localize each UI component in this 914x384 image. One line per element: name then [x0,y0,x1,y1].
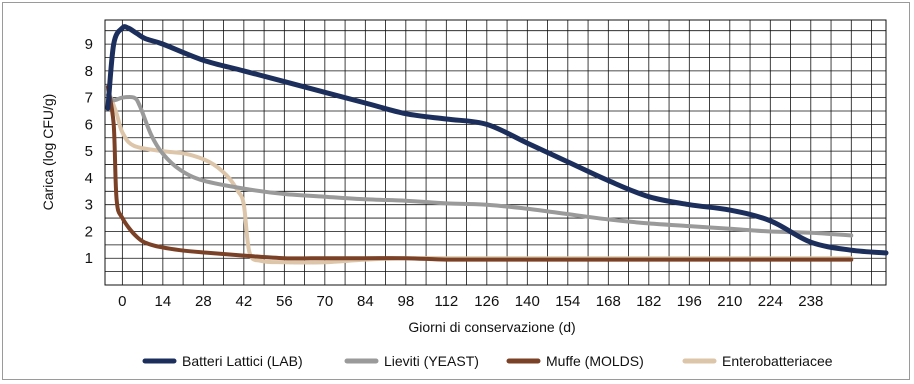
x-tick-label: 182 [636,293,661,310]
x-tick-label: 0 [118,293,126,310]
y-axis-label: Carica (log CFU/g) [40,94,56,211]
series-line-muffe-molds [108,87,851,260]
series-line-enterobatteriacee [108,90,851,263]
y-tick-label: 5 [85,143,93,160]
x-axis-label: Giorni di conservazione (d) [408,319,575,335]
legend: Batteri Lattici (LAB) Lieviti (YEAST) Muff… [145,353,833,369]
y-tick-label: 2 [85,223,93,240]
x-tick-label: 140 [515,293,540,310]
x-tick-label: 196 [677,293,702,310]
x-tick-label: 238 [798,293,823,310]
y-tick-label: 1 [85,250,93,267]
x-tick-label: 56 [276,293,293,310]
legend-label: Enterobatteriacee [722,353,833,369]
series-line-batteri-lattici-lab [108,27,886,253]
series-lines [108,27,886,263]
y-tick-label: 4 [85,170,93,187]
x-tick-label: 14 [155,293,172,310]
x-tick-label: 84 [357,293,374,310]
x-tick-labels: 0 14 28 42 56 70 84 98 112 126 140 154 168 182 196 210 2… [118,293,823,310]
legend-label: Batteri Lattici (LAB) [182,353,303,369]
x-tick-label: 168 [596,293,621,310]
x-tick-label: 224 [758,293,783,310]
y-tick-label: 6 [85,116,93,133]
x-tick-label: 126 [474,293,499,310]
grid [105,20,886,285]
y-tick-labels: 1 2 3 4 5 6 7 8 9 [85,36,93,267]
plot-border [105,20,886,285]
legend-label: Lieviti (YEAST) [384,353,479,369]
y-tick-label: 8 [85,63,93,80]
y-tick-label: 9 [85,36,93,53]
x-tick-label: 210 [717,293,742,310]
x-tick-label: 42 [236,293,253,310]
y-tick-label: 7 [85,90,93,107]
x-tick-label: 70 [316,293,333,310]
x-tick-label: 28 [195,293,212,310]
y-tick-label: 3 [85,197,93,214]
x-tick-label: 112 [434,293,458,310]
legend-label: Muffe (MOLDS) [546,353,644,369]
x-tick-label: 154 [555,293,580,310]
x-tick-label: 98 [397,293,414,310]
